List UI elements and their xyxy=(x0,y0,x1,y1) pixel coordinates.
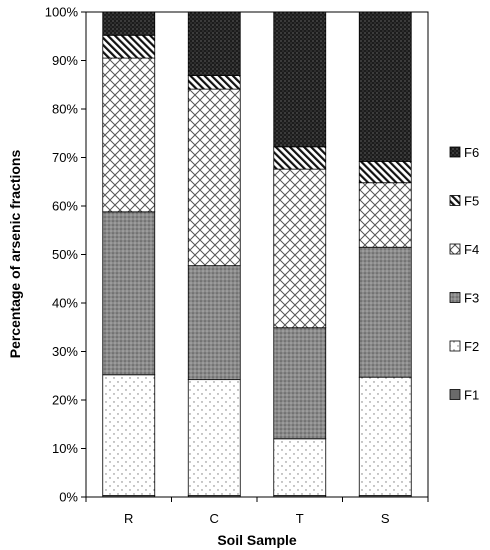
bar-segment-f4-t xyxy=(273,168,327,329)
bar-segment-f2-t xyxy=(273,438,327,496)
y-tick-label: 80% xyxy=(52,102,78,117)
bar-segment-f6-t xyxy=(273,11,327,148)
y-tick-label: 0% xyxy=(59,490,78,505)
x-tick-label-r: R xyxy=(124,511,133,526)
bar-segment-f6-r xyxy=(102,11,156,36)
legend-swatch-f4 xyxy=(449,243,461,255)
bar-segment-f6-c xyxy=(187,11,241,76)
legend-swatch-f1 xyxy=(449,389,461,400)
legend-swatch-f5 xyxy=(449,195,461,206)
legend-label-f3: F3 xyxy=(464,291,479,306)
y-axis: 0% 10% 20% 30% 40% 50% 60% 70% 80% 90% 100% xyxy=(45,5,86,505)
bar-segment-f4-c xyxy=(187,88,241,267)
bar-segment-f3-s xyxy=(358,246,412,378)
bar-segment-f3-r xyxy=(102,211,156,376)
bar-segment-f5-s xyxy=(358,160,412,184)
x-tick-label-c: C xyxy=(210,511,219,526)
bar-segment-f5-c xyxy=(187,75,241,90)
x-tick-label-s: S xyxy=(381,511,390,526)
y-tick-label: 40% xyxy=(52,296,78,311)
legend-label-f5: F5 xyxy=(464,194,479,209)
bar-segment-f4-r xyxy=(102,57,156,213)
bar-segment-f4-s xyxy=(358,182,412,248)
x-tick-label-t: T xyxy=(296,511,304,526)
legend-swatch-f6 xyxy=(449,146,461,158)
legend-label-f6: F6 xyxy=(464,145,479,160)
y-tick-label: 60% xyxy=(52,199,78,214)
bar-segment-f6-s xyxy=(358,11,412,162)
bars-layer xyxy=(102,11,412,498)
legend-label-f4: F4 xyxy=(464,242,479,257)
bar-segment-f2-s xyxy=(358,376,412,496)
bar-segment-f2-c xyxy=(187,379,241,496)
bar-segment-f3-t xyxy=(273,327,327,440)
legend-swatch-f2 xyxy=(449,340,461,352)
y-tick-label: 50% xyxy=(52,247,78,262)
y-tick-label: 30% xyxy=(52,344,78,359)
y-tick-label: 90% xyxy=(52,53,78,68)
legend: F6 F5 F4 F3 F2 F1 xyxy=(449,145,479,403)
bar-segment-f2-r xyxy=(102,374,156,496)
y-axis-title: Percentage of arsenic fractions xyxy=(7,150,23,359)
y-tick-label: 100% xyxy=(45,5,79,20)
x-axis-title: Soil Sample xyxy=(217,532,297,548)
bar-segment-f5-r xyxy=(102,34,156,59)
y-tick-label: 70% xyxy=(52,150,78,165)
y-tick-label: 10% xyxy=(52,441,78,456)
legend-swatch-f3 xyxy=(449,292,461,303)
legend-label-f2: F2 xyxy=(464,339,479,354)
y-tick-label: 20% xyxy=(52,393,78,408)
bar-segment-f5-t xyxy=(273,146,327,170)
bar-segment-f3-c xyxy=(187,265,241,381)
legend-label-f1: F1 xyxy=(464,388,479,403)
